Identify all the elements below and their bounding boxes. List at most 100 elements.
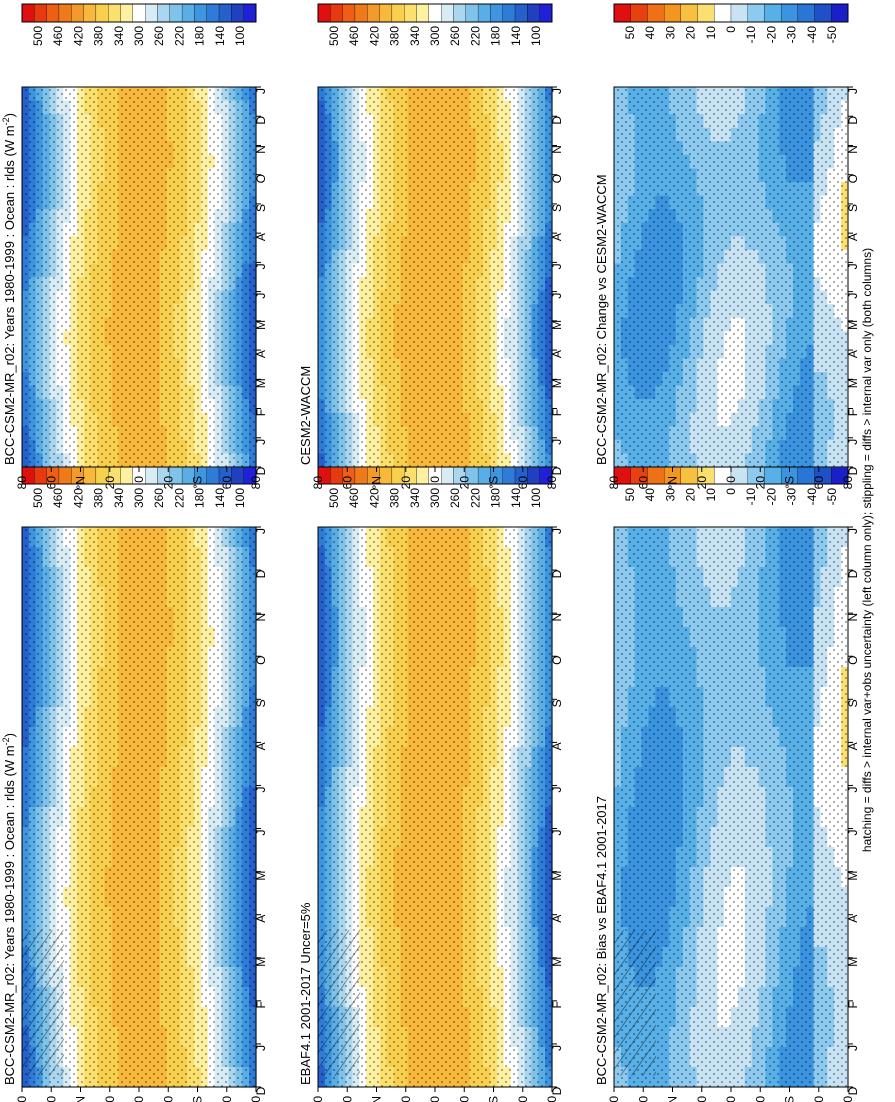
lat-tick-label: 20: [103, 476, 117, 490]
lat-tick-label: 20: [457, 1096, 471, 1102]
colorbar-swatch: [71, 3, 84, 23]
colorbar-label: 500: [31, 26, 45, 46]
month-tick-label: M: [254, 871, 268, 881]
colorbar-label: 260: [448, 26, 462, 46]
colorbar-swatch: [477, 3, 491, 23]
panel-title: CESM2-WACCM: [298, 366, 313, 465]
colorbar-label: 340: [112, 26, 126, 46]
month-tick-label: O: [254, 656, 268, 665]
panel-title: BCC-CSM2-MR_r02: Years 1980-1999 : Ocean…: [1, 113, 17, 465]
month-tick-label: D: [550, 569, 564, 578]
lat-tick-label: °S: [191, 476, 205, 489]
colorbar-swatch: [95, 3, 109, 23]
colorbar-swatch: [231, 3, 244, 23]
colorbar-swatch: [342, 3, 356, 23]
colorbar-frame: [317, 3, 553, 23]
colorbar-label: 140: [213, 26, 227, 46]
colorbar-label: 380: [92, 488, 106, 508]
colorbar-swatch: [206, 3, 220, 23]
lat-tick-label: °S: [191, 1096, 205, 1102]
panel-title-sup: -2: [1, 117, 11, 125]
month-tick-label: J: [550, 528, 564, 534]
colorbar-swatch: [502, 3, 516, 23]
month-tick-label: M: [254, 957, 268, 967]
colorbar-label: 420: [367, 26, 381, 46]
month-tick-label: M: [550, 871, 564, 881]
month-tick-label: S: [550, 699, 564, 707]
month-tick-label: J: [254, 263, 268, 269]
month-tick-label: F: [254, 409, 268, 416]
month-tick-label: D: [254, 466, 268, 475]
colorbar-label: 300: [132, 488, 146, 508]
colorbar-swatch: [46, 3, 60, 23]
panel-title-suffix: ): [2, 113, 17, 117]
colorbar-swatch: [330, 3, 343, 23]
month-tick-label: J: [254, 786, 268, 792]
month-tick-label: N: [254, 613, 268, 622]
colorbar-swatch: [416, 3, 429, 23]
month-tick-label: A: [254, 742, 268, 750]
colorbar-label: 100: [529, 488, 543, 508]
month-tick-label: J: [550, 293, 564, 299]
colorbar-swatch: [502, 465, 516, 485]
month-tick-label: N: [254, 145, 268, 154]
colorbar-label: 260: [152, 26, 166, 46]
month-tick-label: O: [550, 174, 564, 183]
colorbar-swatch: [514, 3, 528, 23]
month-tick-label: M: [254, 320, 268, 330]
colorbar-swatch: [354, 3, 368, 23]
lat-tick-label: 60: [220, 476, 234, 490]
month-tick-label: A: [550, 915, 564, 923]
lat-tick-label: 0: [132, 1096, 146, 1102]
month-tick-label: D: [254, 569, 268, 578]
lat-tick-label: 20: [457, 476, 471, 490]
colorbar-label: 420: [71, 488, 85, 508]
colorbar-swatch: [132, 3, 146, 23]
lat-tick-label: 80: [545, 1096, 559, 1102]
lat-tick-label: 60: [220, 1096, 234, 1102]
colorbar-swatch: [367, 3, 380, 23]
colorbar-swatch: [58, 465, 72, 485]
colorbar-label: 180: [193, 26, 207, 46]
colorbar-swatch: [145, 3, 158, 23]
colorbar-label: 180: [489, 488, 503, 508]
month-tick-label: O: [254, 174, 268, 183]
lat-tick-label: °S: [487, 1096, 501, 1102]
month-tick-label: D: [254, 116, 268, 125]
month-tick-label: J: [254, 830, 268, 836]
month-tick-label: O: [550, 656, 564, 665]
colorbar-swatch: [391, 3, 405, 23]
colorbar-label: 420: [367, 488, 381, 508]
colorbar-label: 300: [132, 26, 146, 46]
colorbar-label: 340: [112, 488, 126, 508]
month-tick-label: J: [254, 439, 268, 445]
lat-tick-label: 0: [428, 1096, 442, 1102]
stippling-overlay: [22, 87, 256, 467]
colorbar-label: 300: [428, 488, 442, 508]
colorbar-label: 260: [152, 488, 166, 508]
lat-tick-label: 20: [399, 1096, 413, 1102]
colorbar-label: 180: [489, 26, 503, 46]
colorbar-swatch: [416, 465, 429, 485]
month-tick-label: J: [550, 830, 564, 836]
lat-tick-label: 80: [15, 476, 29, 490]
colorbar-label: 500: [327, 488, 341, 508]
colorbar-swatch: [21, 3, 35, 23]
lat-tick-label: 80: [249, 1096, 263, 1102]
hatching-overlay: [318, 930, 361, 1076]
colorbar-swatch: [465, 3, 479, 23]
panel-model-left: 8060°N20020°S6080DJFMAMJJASONDJBCC-CSM2-…: [1, 465, 268, 1102]
month-tick-label: A: [254, 915, 268, 923]
month-tick-label: S: [550, 204, 564, 212]
lat-tick-label: 0: [428, 476, 442, 483]
colorbar-label: 140: [213, 488, 227, 508]
colorbar-swatch: [404, 3, 417, 23]
month-tick-label: F: [550, 1001, 564, 1008]
colorbar-frame: [21, 3, 257, 23]
month-tick-label: F: [550, 409, 564, 416]
colorbar-label: 500: [31, 488, 45, 508]
lat-tick-label: 60: [516, 476, 530, 490]
colorbar-label: 460: [347, 488, 361, 508]
month-tick-label: N: [550, 145, 564, 154]
